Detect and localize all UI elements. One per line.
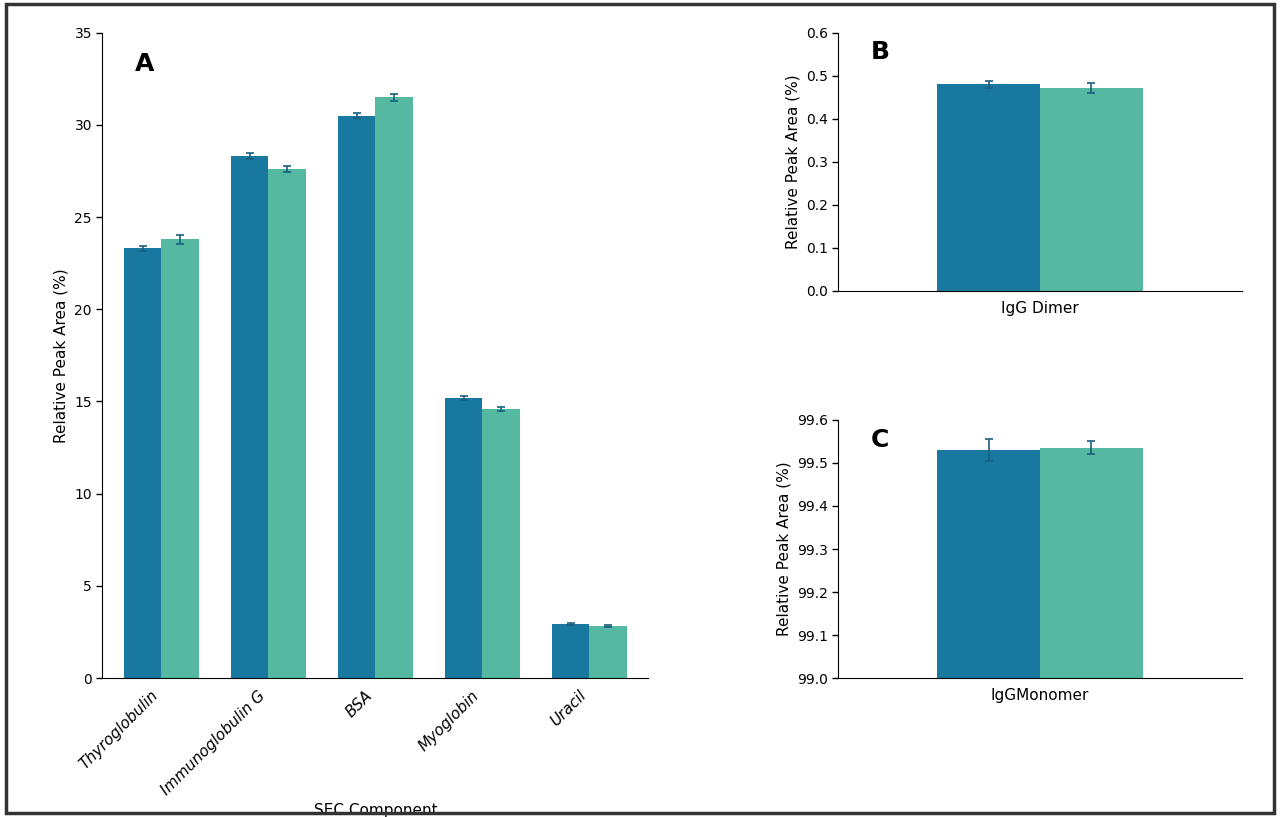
Bar	[483, 408, 520, 678]
Bar	[1039, 448, 1143, 817]
Text: A: A	[136, 52, 155, 76]
Y-axis label: Relative Peak Area (%): Relative Peak Area (%)	[785, 74, 800, 249]
Text: C: C	[870, 427, 888, 452]
Bar	[1039, 87, 1143, 291]
Y-axis label: Relative Peak Area (%): Relative Peak Area (%)	[54, 268, 69, 443]
Bar	[124, 248, 161, 678]
Bar	[552, 623, 589, 678]
Bar	[589, 626, 627, 678]
Text: B: B	[870, 40, 890, 65]
Bar	[937, 84, 1039, 291]
Bar	[445, 398, 483, 678]
Bar	[230, 156, 269, 678]
X-axis label: SEC Component: SEC Component	[314, 803, 438, 817]
Bar	[375, 97, 412, 678]
Bar	[937, 450, 1039, 817]
Y-axis label: Relative Peak Area (%): Relative Peak Area (%)	[776, 462, 791, 636]
Bar	[161, 239, 198, 678]
Bar	[338, 116, 375, 678]
Bar	[269, 169, 306, 678]
